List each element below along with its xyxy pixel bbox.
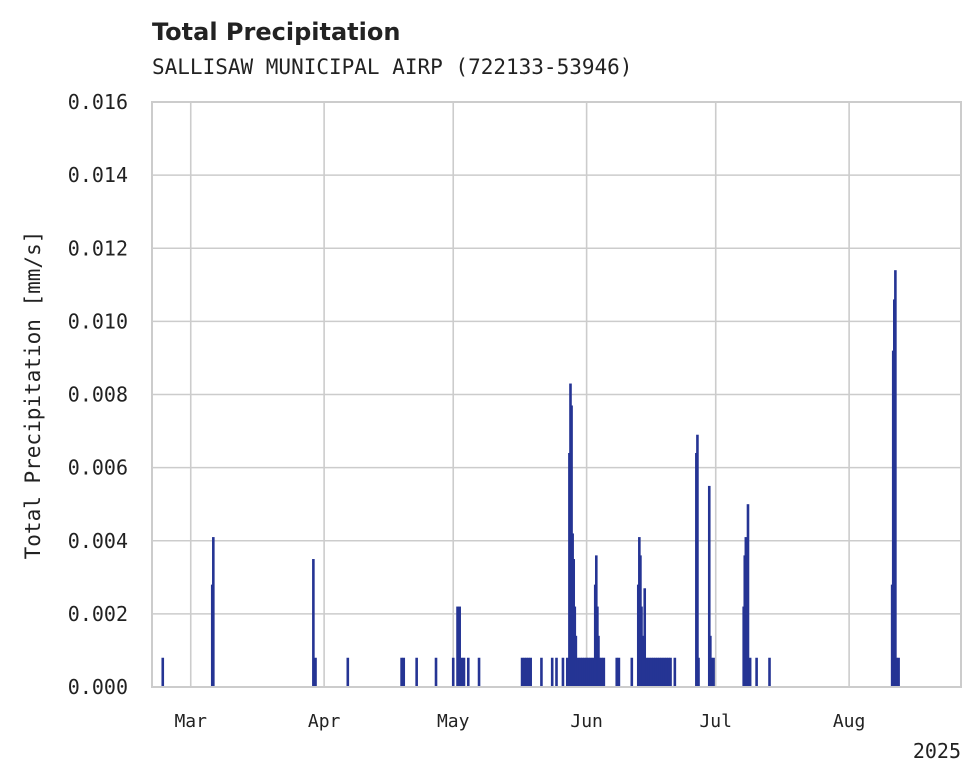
x-tick-label: Jul	[699, 711, 732, 732]
precip-bar	[314, 657, 317, 687]
precip-bar	[667, 657, 670, 687]
precip-bar	[312, 559, 315, 687]
precip-bar	[529, 657, 532, 687]
precip-bar	[415, 657, 418, 687]
y-axis-ticks: 0.000 0.002 0.004 0.006 0.008 0.010 0.012 0.014…	[68, 90, 128, 699]
precip-bar	[540, 657, 543, 687]
precip-bar	[576, 657, 580, 687]
precip-bar	[654, 657, 657, 687]
precip-bar	[522, 657, 526, 687]
precip-bar	[744, 537, 748, 687]
precip-bar	[600, 657, 603, 687]
precip-bar	[696, 434, 699, 687]
precip-bar	[707, 485, 711, 687]
precip-bar	[161, 657, 165, 687]
precip-bar	[643, 588, 647, 687]
precip-bar	[615, 657, 619, 687]
precip-bar	[520, 657, 524, 687]
y-tick-label: 0.014	[68, 163, 128, 187]
y-tick-label: 0.010	[68, 309, 128, 333]
precip-bar	[602, 657, 606, 687]
x-tick-label: Jun	[570, 711, 603, 732]
precip-bar	[451, 657, 455, 687]
precip-bar	[755, 657, 758, 687]
precip-bar	[768, 657, 771, 687]
precip-bar	[574, 635, 578, 687]
precip-bar	[598, 657, 601, 687]
precip-bar	[400, 657, 403, 687]
precip-bar	[460, 657, 464, 687]
precip-bar	[565, 657, 569, 687]
grid	[152, 101, 961, 688]
precip-bar	[434, 657, 438, 687]
y-tick-label: 0.002	[68, 602, 128, 626]
precip-bar	[710, 657, 713, 687]
precip-bar	[617, 657, 621, 687]
precip-bar	[658, 657, 662, 687]
precip-bar	[895, 657, 898, 687]
x-axis-ticks: Mar Apr May Jun Jul Aug	[174, 711, 865, 732]
precip-bar	[591, 657, 595, 687]
precip-bar	[525, 657, 528, 687]
precip-bar	[656, 657, 659, 687]
precip-bar	[669, 657, 672, 687]
precip-bar	[664, 657, 668, 687]
precip-bar	[587, 657, 591, 687]
precip-bar	[550, 657, 554, 687]
precip-bar	[652, 657, 655, 687]
precip-bar	[462, 657, 466, 687]
precip-bar	[477, 657, 481, 687]
year-label: 2025	[913, 739, 961, 763]
precip-bar	[712, 657, 715, 687]
precip-bar	[697, 657, 700, 687]
x-tick-label: Aug	[833, 711, 866, 732]
precip-bar	[402, 657, 406, 687]
precip-bar	[660, 657, 664, 687]
precip-bar	[673, 657, 677, 687]
precip-bar	[456, 606, 459, 687]
precip-bar	[466, 657, 470, 687]
precip-bar	[649, 657, 653, 687]
chart-title: Total Precipitation	[152, 18, 400, 46]
precip-bar	[555, 657, 558, 687]
precip-bar	[583, 657, 586, 687]
x-tick-label: Apr	[308, 711, 341, 732]
y-tick-label: 0.012	[68, 236, 128, 260]
plot-frame	[151, 101, 962, 688]
x-tick-label: May	[437, 711, 470, 732]
precip-bar	[561, 657, 565, 687]
precip-bar	[585, 657, 588, 687]
precip-bar	[897, 657, 900, 687]
y-tick-label: 0.004	[68, 529, 128, 553]
precip-bar	[630, 657, 634, 687]
y-tick-label: 0.008	[68, 383, 128, 407]
precip-bar	[641, 635, 644, 687]
precip-bar	[647, 657, 651, 687]
precip-bar	[212, 537, 215, 687]
precip-bar	[662, 657, 666, 687]
chart-subtitle: SALLISAW MUNICIPAL AIRP (722133-53946)	[152, 55, 632, 79]
x-tick-label: Mar	[174, 711, 207, 732]
precip-bar	[748, 657, 752, 687]
bars	[161, 270, 900, 688]
precip-bar	[746, 504, 750, 687]
precip-bar	[527, 657, 530, 687]
precip-bar	[346, 657, 350, 687]
precip-bar	[581, 657, 584, 687]
precip-bar	[578, 657, 582, 687]
precip-bar	[458, 606, 461, 687]
y-tick-label: 0.006	[68, 456, 128, 480]
y-tick-label: 0.016	[68, 90, 128, 114]
precip-bar	[645, 657, 649, 687]
precip-bar	[589, 657, 593, 687]
y-axis-label: Total Precipitation [mm/s]	[21, 231, 45, 560]
precip-bar	[894, 270, 897, 687]
y-tick-label: 0.000	[68, 675, 128, 699]
